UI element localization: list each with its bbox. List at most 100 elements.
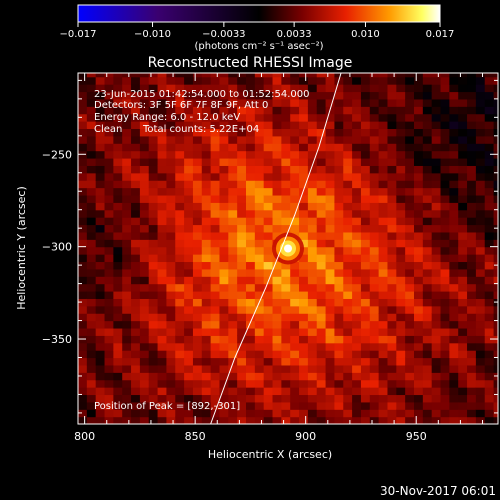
heatmap-cell xyxy=(237,150,247,159)
heatmap-cell xyxy=(272,113,282,122)
heatmap-cell xyxy=(458,135,468,144)
heatmap-cell xyxy=(307,91,318,100)
heatmap-cell xyxy=(166,305,176,314)
heatmap-cell xyxy=(139,357,150,366)
heatmap-cell xyxy=(431,320,442,329)
heatmap-cell xyxy=(299,276,309,285)
heatmap-cell xyxy=(484,73,495,78)
heatmap-cell xyxy=(157,276,168,285)
heatmap-cell xyxy=(104,387,114,396)
heatmap-cell xyxy=(281,202,291,211)
heatmap-cell xyxy=(431,342,442,351)
heatmap-cell xyxy=(467,401,477,410)
heatmap-cell xyxy=(299,157,309,166)
heatmap-cell xyxy=(237,106,247,115)
heatmap-cell xyxy=(467,76,477,85)
heatmap-cell xyxy=(157,84,168,93)
heatmap-cell xyxy=(113,305,123,314)
heatmap-cell xyxy=(148,202,159,211)
heatmap-cell xyxy=(184,73,194,78)
heatmap-cell xyxy=(272,121,282,130)
heatmap-cell xyxy=(307,202,318,211)
heatmap-cell xyxy=(246,313,256,322)
heatmap-cell xyxy=(431,143,442,152)
heatmap-cell xyxy=(440,194,450,203)
heatmap-cell xyxy=(263,76,274,85)
heatmap-cell xyxy=(378,313,389,322)
heatmap-cell xyxy=(254,135,265,144)
heatmap-cell xyxy=(369,157,380,166)
heatmap-cell xyxy=(431,180,442,189)
heatmap-cell xyxy=(210,150,221,159)
heatmap-cell xyxy=(440,143,450,152)
heatmap-cell xyxy=(458,350,468,359)
heatmap-cell xyxy=(316,180,327,189)
heatmap-cell xyxy=(184,357,194,366)
heatmap-cell xyxy=(299,283,309,292)
heatmap-cell xyxy=(396,268,406,277)
heatmap-cell xyxy=(299,84,309,93)
heatmap-cell xyxy=(325,401,336,410)
heatmap-cell xyxy=(192,320,203,329)
heatmap-cell xyxy=(467,313,477,322)
heatmap-cell xyxy=(467,327,477,336)
heatmap-cell xyxy=(175,327,185,336)
heatmap-cell xyxy=(272,224,282,233)
heatmap-cell xyxy=(307,305,318,314)
heatmap-cell xyxy=(246,364,256,373)
heatmap-cell xyxy=(369,416,380,424)
heatmap-cell xyxy=(237,121,247,130)
heatmap-cell xyxy=(272,290,282,299)
heatmap-cell xyxy=(148,261,159,270)
heatmap-cell xyxy=(440,387,450,396)
heatmap-cell xyxy=(281,379,291,388)
heatmap-cell xyxy=(360,157,371,166)
heatmap-cell xyxy=(86,335,97,344)
heatmap-cell xyxy=(334,143,344,152)
heatmap-cell xyxy=(307,364,318,373)
heatmap-cell xyxy=(316,305,327,314)
heatmap-cell xyxy=(360,202,371,211)
heatmap-cell xyxy=(307,379,318,388)
heatmap-cell xyxy=(272,209,282,218)
heatmap-cell xyxy=(131,276,141,285)
heatmap-cell xyxy=(201,165,212,174)
heatmap-cell xyxy=(396,320,406,329)
heatmap-cell xyxy=(237,335,247,344)
heatmap-cell xyxy=(263,113,274,122)
heatmap-cell xyxy=(467,409,477,418)
heatmap-cell xyxy=(378,76,389,85)
heatmap-cell xyxy=(237,231,247,240)
plot-frame xyxy=(77,72,499,425)
heatmap-cell xyxy=(192,157,203,166)
heatmap-cell xyxy=(484,276,495,285)
heatmap-cell xyxy=(281,364,291,373)
heatmap-cell xyxy=(201,76,212,85)
heatmap-cell xyxy=(246,106,256,115)
heatmap-cell xyxy=(387,379,397,388)
heatmap-cell xyxy=(467,364,477,373)
heatmap-cell xyxy=(139,364,150,373)
heatmap-cell xyxy=(325,298,336,307)
heatmap-cell xyxy=(254,84,265,93)
heatmap-cell xyxy=(440,150,450,159)
heatmap-cell xyxy=(475,283,486,292)
heatmap-cell xyxy=(378,209,389,218)
heatmap-cell xyxy=(166,320,176,329)
heatmap-cell xyxy=(104,98,114,107)
heatmap-cell xyxy=(378,350,389,359)
heatmap-cell xyxy=(325,364,336,373)
heatmap-cell xyxy=(148,172,159,181)
heatmap-cell xyxy=(467,379,477,388)
heatmap-cell xyxy=(307,121,318,130)
heatmap-cell xyxy=(157,91,168,100)
heatmap-cell xyxy=(246,135,256,144)
heatmap-cell xyxy=(246,143,256,152)
heatmap-cell xyxy=(299,261,309,270)
heatmap-cell xyxy=(113,379,123,388)
heatmap-cell xyxy=(228,239,238,248)
heatmap-cell xyxy=(343,372,353,381)
heatmap-cell xyxy=(166,172,176,181)
heatmap-cell xyxy=(175,261,185,270)
heatmap-cell xyxy=(219,416,229,424)
